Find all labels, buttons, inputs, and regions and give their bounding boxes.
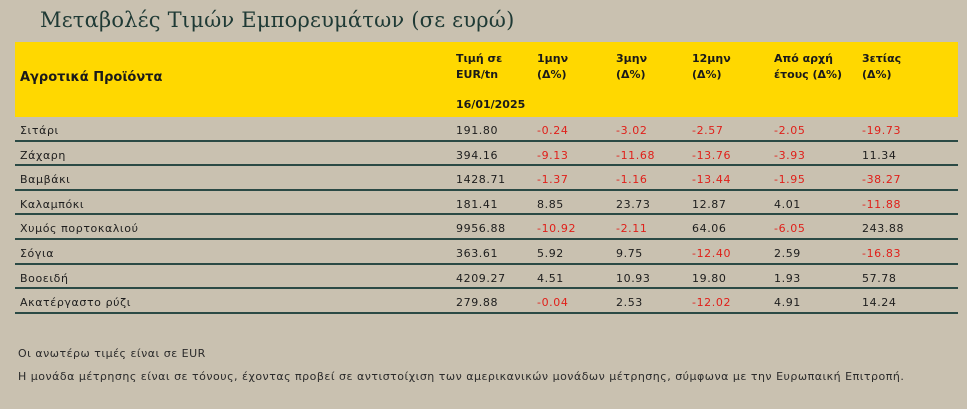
table-row: Χυμός πορτοκαλιού 9956.88 -10.92 -2.11 6… — [15, 215, 958, 240]
change-3y-cell: 57.78 — [862, 271, 897, 285]
change-3y-cell: -16.83 — [862, 246, 902, 260]
table-row: Βαμβάκι 1428.71 -1.37 -1.16 -13.44 -1.95… — [15, 166, 958, 191]
commodity-table-body: Σιτάρι 191.80 -0.24 -3.02 -2.57 -2.05 -1… — [15, 117, 958, 314]
col-12m-line1: 12μην — [692, 52, 731, 65]
currency-note: Οι ανωτέρω τιμές είναι σε EUR — [18, 347, 206, 360]
price-cell: 363.61 — [456, 246, 499, 260]
change-ytd-cell: -2.05 — [774, 124, 806, 137]
change-ytd-cell: -6.05 — [774, 222, 806, 236]
col-3y-line2: (Δ%) — [862, 68, 892, 81]
table-row: Ζάχαρη 394.16 -9.13 -11.68 -13.76 -3.93 … — [15, 142, 958, 167]
change-ytd-cell: -1.95 — [774, 173, 806, 187]
col-1m-header: 1μην (Δ%) — [537, 51, 568, 83]
change-3m-cell: -1.16 — [616, 173, 648, 187]
commodity-name: Ακατέργαστο ρύζι — [20, 296, 132, 310]
category-heading: Αγροτικά Προϊόντα — [20, 70, 163, 85]
change-12m-cell: -2.57 — [692, 124, 724, 137]
table-row: Σιτάρι 191.80 -0.24 -3.02 -2.57 -2.05 -1… — [15, 117, 958, 142]
change-1m-cell: -0.04 — [537, 296, 569, 310]
price-cell: 4209.27 — [456, 271, 506, 285]
change-1m-cell: -0.24 — [537, 124, 569, 137]
change-1m-cell: -9.13 — [537, 148, 569, 162]
price-date: 16/01/2025 — [456, 98, 526, 111]
change-12m-cell: -12.02 — [692, 296, 732, 310]
change-ytd-cell: 2.59 — [774, 246, 801, 260]
change-3m-cell: -11.68 — [616, 148, 656, 162]
change-3y-cell: -19.73 — [862, 124, 902, 137]
change-12m-cell: 12.87 — [692, 197, 727, 211]
change-3y-cell: -38.27 — [862, 173, 902, 187]
commodity-name: Καλαμπόκι — [20, 197, 85, 211]
change-3y-cell: 14.24 — [862, 296, 897, 310]
col-price-header: Τιμή σε EUR/tn — [456, 51, 502, 83]
price-cell: 1428.71 — [456, 173, 506, 187]
change-ytd-cell: 4.01 — [774, 197, 801, 211]
table-row: Ακατέργαστο ρύζι 279.88 -0.04 2.53 -12.0… — [15, 289, 958, 314]
col-ytd-header: Από αρχή έτους (Δ%) — [774, 51, 842, 83]
col-ytd-line2: έτους (Δ%) — [774, 68, 843, 81]
col-price-line1: Τιμή σε — [456, 52, 503, 65]
change-ytd-cell: -3.93 — [774, 148, 806, 162]
commodity-name: Σόγια — [20, 246, 55, 260]
change-1m-cell: -10.92 — [537, 222, 577, 236]
change-1m-cell: -1.37 — [537, 173, 569, 187]
col-3y-header: 3ετίας (Δ%) — [862, 51, 901, 83]
change-3m-cell: 9.75 — [616, 246, 643, 260]
price-cell: 191.80 — [456, 124, 499, 137]
change-ytd-cell: 4.91 — [774, 296, 801, 310]
col-3m-line2: (Δ%) — [616, 68, 646, 81]
change-1m-cell: 5.92 — [537, 246, 564, 260]
change-3m-cell: 23.73 — [616, 197, 651, 211]
col-3m-line1: 3μην — [616, 52, 648, 65]
change-12m-cell: -13.44 — [692, 173, 732, 187]
price-cell: 279.88 — [456, 296, 499, 310]
col-1m-line1: 1μην — [537, 52, 569, 65]
col-3m-header: 3μην (Δ%) — [616, 51, 647, 83]
unit-note: Η μονάδα μέτρησης είναι σε τόνους, έχοντ… — [18, 370, 905, 383]
price-cell: 181.41 — [456, 197, 499, 211]
col-12m-line2: (Δ%) — [692, 68, 722, 81]
change-3m-cell: -2.11 — [616, 222, 648, 236]
page-title: Μεταβολές Τιμών Εμπορευμάτων (σε ευρώ) — [40, 8, 515, 32]
table-row: Σόγια 363.61 5.92 9.75 -12.40 2.59 -16.8… — [15, 240, 958, 265]
commodity-name: Βοοειδή — [20, 271, 69, 285]
col-3y-line1: 3ετίας — [862, 52, 902, 65]
change-12m-cell: 64.06 — [692, 222, 727, 236]
price-cell: 9956.88 — [456, 222, 506, 236]
change-3m-cell: -3.02 — [616, 124, 648, 137]
change-ytd-cell: 1.93 — [774, 271, 801, 285]
col-ytd-line1: Από αρχή — [774, 52, 833, 65]
change-12m-cell: -12.40 — [692, 246, 732, 260]
commodity-name: Ζάχαρη — [20, 148, 66, 162]
commodity-name: Σιτάρι — [20, 124, 59, 137]
commodity-name: Βαμβάκι — [20, 173, 71, 187]
change-3y-cell: 243.88 — [862, 222, 905, 236]
col-price-line2: EUR/tn — [456, 68, 499, 81]
change-3y-cell: 11.34 — [862, 148, 897, 162]
table-row: Βοοειδή 4209.27 4.51 10.93 19.80 1.93 57… — [15, 265, 958, 290]
change-3m-cell: 2.53 — [616, 296, 643, 310]
table-header: Αγροτικά Προϊόντα Τιμή σε EUR/tn 1μην (Δ… — [15, 42, 958, 117]
col-12m-header: 12μην (Δ%) — [692, 51, 731, 83]
col-1m-line2: (Δ%) — [537, 68, 567, 81]
change-1m-cell: 8.85 — [537, 197, 564, 211]
commodity-name: Χυμός πορτοκαλιού — [20, 222, 139, 236]
table-row: Καλαμπόκι 181.41 8.85 23.73 12.87 4.01 -… — [15, 191, 958, 216]
change-12m-cell: 19.80 — [692, 271, 727, 285]
change-3m-cell: 10.93 — [616, 271, 651, 285]
change-12m-cell: -13.76 — [692, 148, 732, 162]
price-cell: 394.16 — [456, 148, 499, 162]
change-1m-cell: 4.51 — [537, 271, 564, 285]
change-3y-cell: -11.88 — [862, 197, 902, 211]
